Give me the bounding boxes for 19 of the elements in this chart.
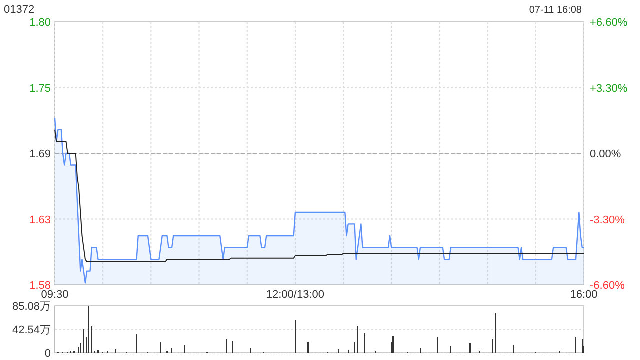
y2-tick-label: +3.30%: [590, 82, 628, 95]
y-tick-label: 1.75: [30, 82, 51, 95]
y2-tick-label: +6.60%: [590, 17, 628, 29]
x-tick-label: 09:30: [41, 289, 69, 301]
y-tick-label: 42.54万: [12, 324, 51, 336]
line-series: [54, 129, 584, 262]
y-tick-label: 1.58: [30, 280, 51, 292]
y-tick-label: 1.63: [30, 214, 51, 226]
y2-tick-label: -6.60%: [590, 280, 626, 292]
x-tick-label: 16:00: [570, 289, 598, 301]
x-tick-label: 12:00/13:00: [266, 289, 325, 301]
y-tick-label: 85.08万: [12, 301, 51, 313]
y-tick-label: 1.69: [30, 148, 51, 160]
chart-title: 01372: [4, 4, 35, 16]
text: 07-11 16:08: [529, 5, 582, 16]
y2-tick-label: 0.00%: [590, 148, 622, 160]
y-tick-label: 1.80: [30, 17, 51, 29]
y2-tick-label: -3.30%: [590, 214, 626, 226]
y-tick-label: 0: [44, 348, 51, 360]
